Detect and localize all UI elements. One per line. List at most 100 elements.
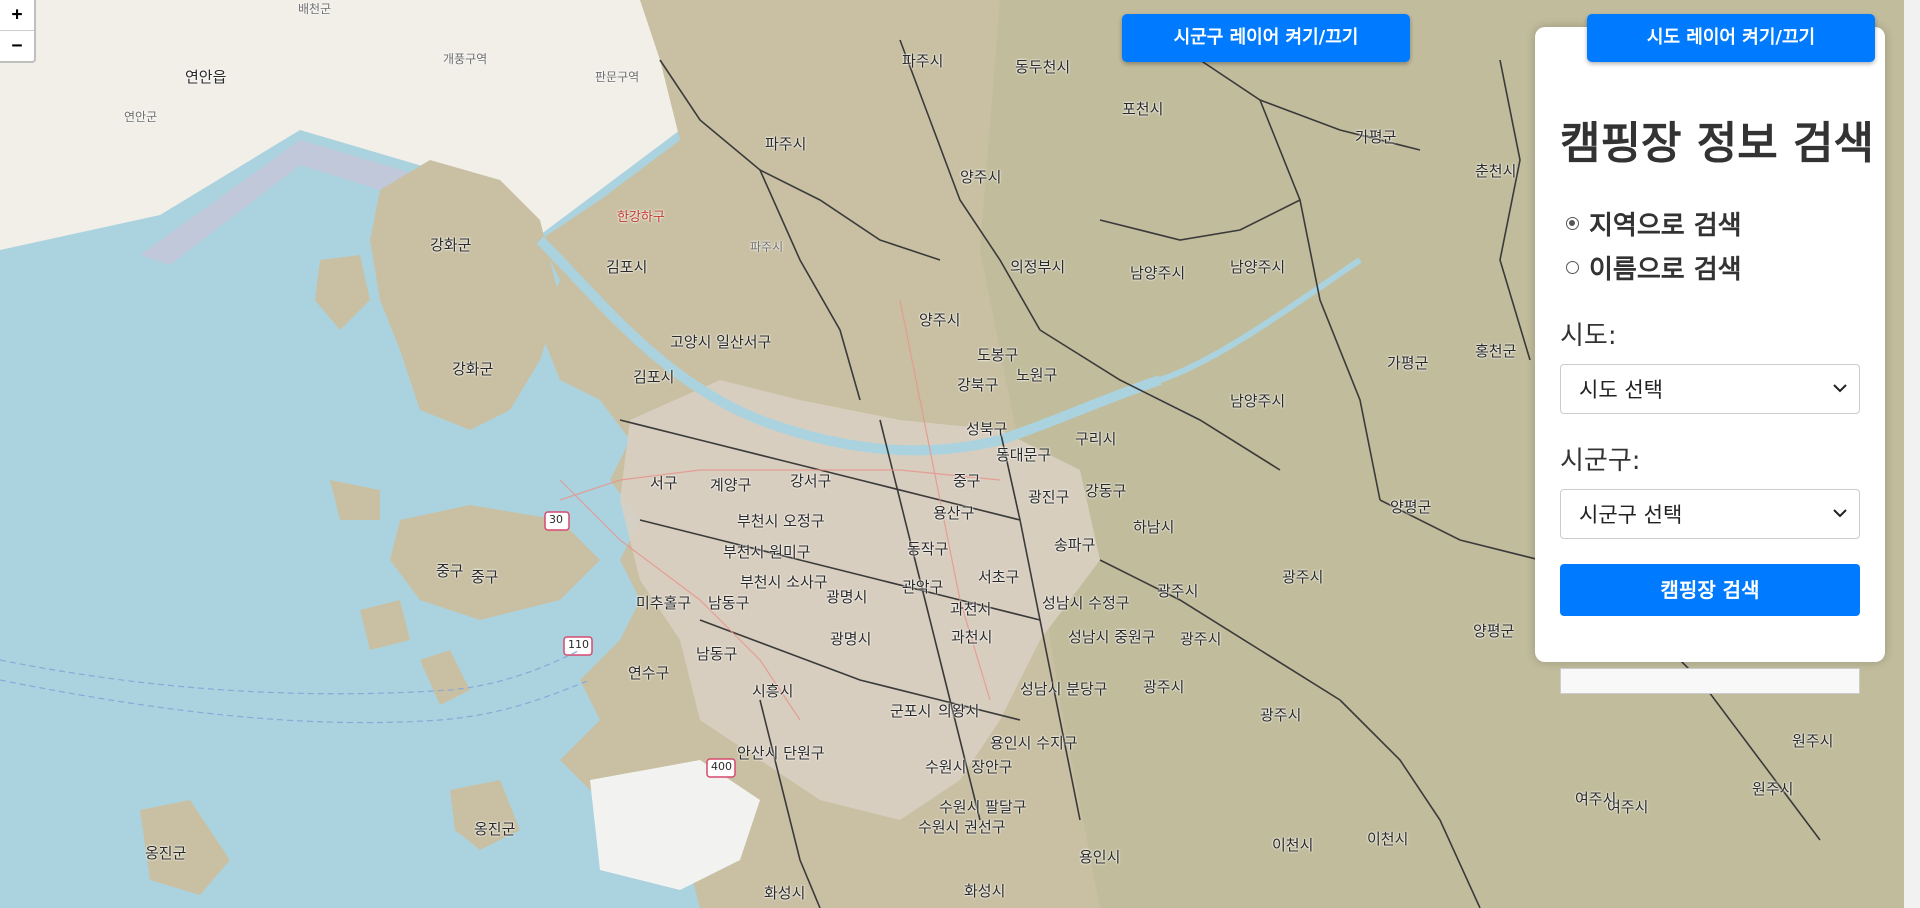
map-label: 광명시 bbox=[830, 630, 872, 648]
radio-search-by-region[interactable]: 지역으로 검색 bbox=[1560, 201, 1860, 245]
map-label: 수원시 권선구 bbox=[918, 818, 1006, 836]
map-label: 동작구 bbox=[907, 540, 949, 558]
map-label: 양평군 bbox=[1390, 498, 1432, 516]
map-label: 노원구 bbox=[1016, 366, 1058, 384]
map-label: 성남시 중원구 bbox=[1068, 628, 1156, 646]
map-label: 서구 bbox=[650, 474, 678, 492]
zoom-control: + − bbox=[0, 0, 36, 63]
map-label: 의정부시 bbox=[1010, 258, 1066, 276]
map-label: 원주시 bbox=[1792, 732, 1834, 750]
sido-label: 시도: bbox=[1560, 321, 1617, 351]
map-label: 홍천군 bbox=[1475, 342, 1517, 360]
scrollbar[interactable] bbox=[1904, 0, 1920, 908]
sido-select[interactable]: 시도 선택 bbox=[1560, 364, 1860, 414]
map-label: 양주시 bbox=[919, 311, 961, 329]
map-label: 연수구 bbox=[628, 664, 670, 682]
map-label: 광주시 bbox=[1260, 706, 1302, 724]
map-label: 광주시 bbox=[1143, 678, 1185, 696]
map-label: 중구 bbox=[436, 562, 464, 580]
sigungu-select[interactable]: 시군구 선택 bbox=[1560, 489, 1860, 539]
map-label: 의왕시 bbox=[938, 702, 980, 720]
map-label: 강서구 bbox=[790, 472, 832, 490]
route-shield: 400 bbox=[711, 760, 732, 773]
sido-select-value: 시도 선택 bbox=[1579, 378, 1663, 402]
map-label: 과천시 bbox=[950, 600, 992, 618]
map-label: 군포시 bbox=[890, 702, 932, 720]
map-label: 판문구역 bbox=[595, 70, 640, 84]
sigungu-select-value: 시군구 선택 bbox=[1579, 503, 1683, 527]
map-label: 남동구 bbox=[696, 645, 738, 663]
map-label: 가평군 bbox=[1387, 354, 1429, 372]
sido-layer-toggle-button[interactable]: 시도 레이어 켜기/끄기 bbox=[1587, 14, 1875, 62]
map-label: 계양구 bbox=[710, 476, 752, 494]
map-label: 강동구 bbox=[1085, 482, 1127, 500]
map-label: 양주시 bbox=[960, 168, 1002, 186]
map-label: 배천군 bbox=[298, 2, 332, 16]
map-label: 구리시 bbox=[1075, 430, 1117, 448]
map-label: 중구 bbox=[471, 568, 499, 586]
map-label: 성북구 bbox=[966, 420, 1008, 438]
panel-title: 캠핑장 정보 검색 bbox=[1560, 118, 1874, 169]
map-label: 안산시 단원구 bbox=[737, 744, 825, 762]
result-box bbox=[1560, 668, 1860, 694]
map-label: 미추홀구 bbox=[636, 594, 692, 612]
map-label: 가평군 bbox=[1355, 128, 1397, 146]
camping-search-button[interactable]: 캠핑장 검색 bbox=[1560, 564, 1860, 616]
sigungu-layer-toggle-button[interactable]: 시군구 레이어 켜기/끄기 bbox=[1122, 14, 1410, 62]
map-label: 남양주시 bbox=[1130, 264, 1186, 282]
map-label: 양평군 bbox=[1473, 622, 1515, 640]
map-label: 수원시 장안구 bbox=[925, 758, 1013, 776]
map-label: 강화군 bbox=[430, 236, 472, 254]
map-label: 성남시 분당구 bbox=[1020, 680, 1108, 698]
radio-label: 이름으로 검색 bbox=[1589, 254, 1742, 285]
map-label: 여주시 bbox=[1575, 790, 1617, 808]
map-label: 화성시 bbox=[964, 882, 1006, 900]
radio-checked-icon[interactable] bbox=[1566, 216, 1579, 230]
map-label: 파주시 bbox=[902, 52, 944, 70]
map-label: 고양시 일산서구 bbox=[670, 333, 772, 351]
radio-search-by-name[interactable]: 이름으로 검색 bbox=[1560, 245, 1860, 289]
chevron-down-icon bbox=[1833, 381, 1847, 397]
map-label: 광주시 bbox=[1180, 630, 1222, 648]
route-shield: 110 bbox=[568, 638, 589, 651]
map-label: 남양주시 bbox=[1230, 392, 1286, 410]
map-label: 연안읍 bbox=[185, 68, 227, 86]
map-label: 동대문구 bbox=[996, 446, 1052, 464]
radio-label: 지역으로 검색 bbox=[1589, 210, 1742, 241]
map-label: 남양주시 bbox=[1230, 258, 1286, 276]
map-label: 파주시 bbox=[765, 135, 807, 153]
map-label: 광진구 bbox=[1028, 488, 1070, 506]
map-label: 파주시 bbox=[750, 240, 784, 254]
map-label: 성남시 수정구 bbox=[1042, 594, 1130, 612]
map-label: 서초구 bbox=[978, 568, 1020, 586]
map-label: 강북구 bbox=[957, 376, 999, 394]
map-label: 원주시 bbox=[1752, 780, 1794, 798]
map-label: 송파구 bbox=[1054, 536, 1096, 554]
sigungu-label: 시군구: bbox=[1560, 446, 1641, 476]
map-label: 관악구 bbox=[902, 578, 944, 596]
zoom-out-button[interactable]: − bbox=[0, 30, 34, 61]
map-label: 하남시 bbox=[1133, 518, 1175, 536]
zoom-in-button[interactable]: + bbox=[11, 4, 23, 25]
chevron-down-icon bbox=[1833, 506, 1847, 522]
radio-unchecked-icon[interactable] bbox=[1566, 260, 1579, 274]
map-label: 한강하구 bbox=[617, 210, 665, 225]
map-label: 옹진군 bbox=[474, 820, 516, 838]
map-label: 시흥시 bbox=[752, 682, 794, 700]
map-label: 춘천시 bbox=[1475, 162, 1517, 180]
map-label: 수원시 팔달구 bbox=[939, 798, 1027, 816]
map-label: 화성시 bbox=[764, 884, 806, 902]
map-label: 광주시 bbox=[1282, 568, 1324, 586]
map-label: 광주시 bbox=[1157, 582, 1199, 600]
map-label: 연안군 bbox=[124, 110, 158, 124]
map-label: 과천시 bbox=[951, 628, 993, 646]
map-label: 동두천시 bbox=[1015, 58, 1071, 76]
map-label: 부천시 오정구 bbox=[737, 512, 825, 530]
map-label: 이천시 bbox=[1367, 830, 1409, 848]
map-label: 김포시 bbox=[606, 258, 648, 276]
route-shield: 30 bbox=[549, 513, 563, 526]
map-label: 옹진군 bbox=[145, 844, 187, 862]
map-label: 김포시 bbox=[633, 368, 675, 386]
map-label: 이천시 bbox=[1272, 836, 1314, 854]
map-label: 도봉구 bbox=[977, 346, 1019, 364]
